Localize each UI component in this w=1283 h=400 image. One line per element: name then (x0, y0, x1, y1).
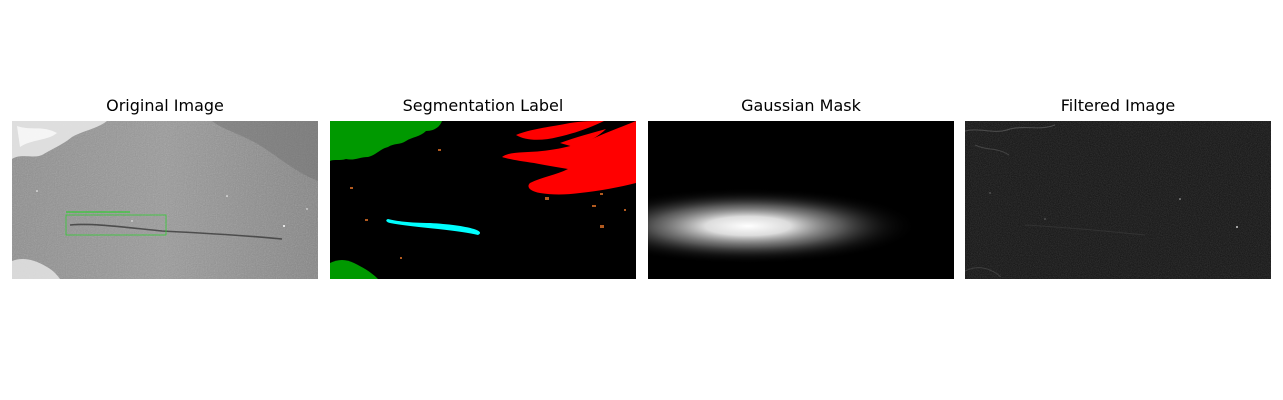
panel-segmentation-label: Segmentation Label (330, 94, 636, 118)
sar-image (12, 121, 318, 279)
panel-title: Filtered Image (965, 94, 1271, 118)
panel-gaussian-mask: Gaussian Mask (648, 94, 954, 118)
filtered-sar-image (965, 121, 1271, 279)
gaussian-blob (648, 121, 954, 279)
panel-title: Original Image (12, 94, 318, 118)
panel-original-image: Original Image (12, 94, 318, 118)
panel-title: Gaussian Mask (648, 94, 954, 118)
segmentation-map (330, 121, 636, 279)
panel-title: Segmentation Label (330, 94, 636, 118)
panel-filtered-image: Filtered Image (965, 94, 1271, 118)
